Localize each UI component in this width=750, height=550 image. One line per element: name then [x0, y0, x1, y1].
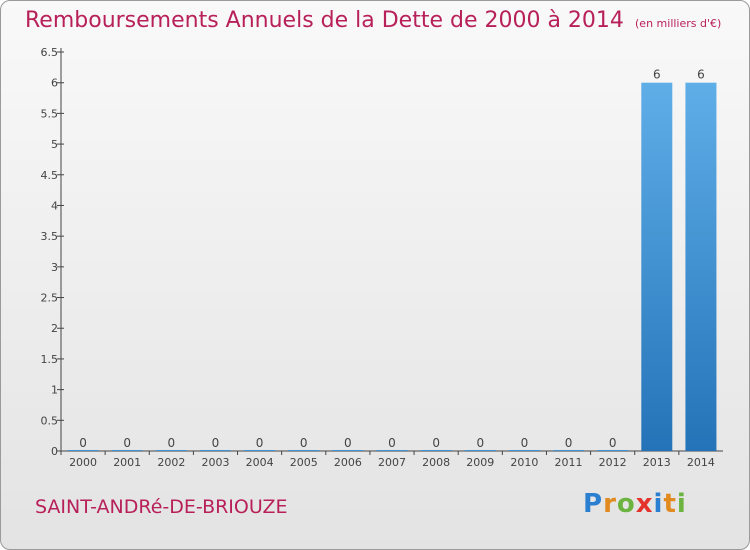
- x-tick-label: 2003: [201, 456, 229, 469]
- x-tick-label: 2009: [466, 456, 494, 469]
- y-tick-label: 2.5: [41, 292, 59, 305]
- bar: [685, 82, 717, 451]
- x-tick-label: 2011: [555, 456, 583, 469]
- y-tick-label: 1: [51, 384, 58, 397]
- x-tick-label: 2007: [378, 456, 406, 469]
- location-name: SAINT-ANDRé-DE-BRIOUZE: [35, 496, 288, 518]
- data-label: 0: [256, 436, 264, 450]
- data-label: 0: [565, 436, 573, 450]
- bar: [464, 450, 496, 451]
- bar: [553, 450, 585, 451]
- bar: [288, 450, 320, 451]
- x-tick-label: 2013: [643, 456, 671, 469]
- x-tick-label: 2008: [422, 456, 450, 469]
- x-tick-label: 2001: [113, 456, 141, 469]
- logo-letter: P: [583, 489, 604, 519]
- data-label: 0: [432, 436, 440, 450]
- y-tick-label: 4: [51, 199, 58, 212]
- x-tick-label: 2000: [69, 456, 97, 469]
- x-tick-label: 2005: [290, 456, 318, 469]
- y-tick-label: 2: [51, 322, 58, 335]
- chart-unit-note: (en milliers d'€): [635, 17, 722, 30]
- proxiti-logo[interactable]: Proxiti: [583, 489, 687, 519]
- x-tick-label: 2010: [510, 456, 538, 469]
- y-tick-label: 6.5: [41, 46, 59, 59]
- data-label: 0: [79, 436, 87, 450]
- data-label: 0: [212, 436, 220, 450]
- y-tick-label: 0: [51, 445, 58, 458]
- data-label: 6: [653, 68, 661, 82]
- logo-letter: t: [663, 489, 677, 519]
- bar: [111, 450, 143, 451]
- x-tick-label: 2012: [599, 456, 627, 469]
- chart-title-text: Remboursements Annuels de la Dette de 20…: [25, 8, 624, 33]
- data-label: 0: [388, 436, 396, 450]
- logo-letter: i: [676, 489, 687, 519]
- x-tick-label: 2002: [157, 456, 185, 469]
- data-label: 0: [123, 436, 131, 450]
- bar: [376, 450, 408, 451]
- bar: [155, 450, 187, 451]
- x-tick-label: 2004: [246, 456, 274, 469]
- y-tick-label: 3.5: [41, 230, 59, 243]
- x-tick-label: 2014: [687, 456, 715, 469]
- bar: [420, 450, 452, 451]
- logo-letter: x: [635, 489, 654, 519]
- y-tick-label: 1.5: [41, 353, 59, 366]
- y-tick-label: 0.5: [41, 414, 59, 427]
- data-label: 0: [344, 436, 352, 450]
- x-tick-label: 2006: [334, 456, 362, 469]
- data-label: 0: [476, 436, 484, 450]
- bar: [641, 82, 673, 451]
- chart-title: Remboursements Annuels de la Dette de 20…: [25, 8, 721, 33]
- data-label: 0: [609, 436, 617, 450]
- bar: [199, 450, 231, 451]
- bar: [597, 450, 629, 451]
- bar: [244, 450, 276, 451]
- logo-letter: i: [653, 489, 664, 519]
- logo-letter: o: [616, 489, 636, 519]
- data-label: 0: [168, 436, 176, 450]
- bar: [67, 450, 99, 451]
- logo-letter: r: [603, 489, 617, 519]
- y-tick-label: 4.5: [41, 169, 59, 182]
- y-tick-label: 6: [51, 77, 58, 90]
- data-label: 0: [300, 436, 308, 450]
- bar: [332, 450, 364, 451]
- data-label: 0: [521, 436, 529, 450]
- data-label: 6: [697, 68, 705, 82]
- y-tick-label: 5.5: [41, 107, 59, 120]
- y-tick-label: 3: [51, 261, 58, 274]
- y-tick-label: 5: [51, 138, 58, 151]
- bar: [508, 450, 540, 451]
